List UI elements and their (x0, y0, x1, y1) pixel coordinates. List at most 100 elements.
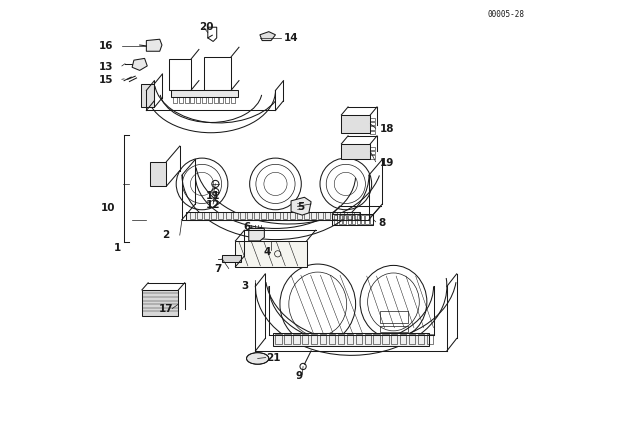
Bar (400, 334, 406, 344)
Bar (373, 334, 380, 344)
Bar (261, 212, 266, 219)
Text: 13: 13 (99, 62, 113, 72)
Text: 18: 18 (380, 124, 394, 134)
Text: 9: 9 (296, 371, 303, 381)
Bar (340, 212, 344, 219)
Bar (273, 333, 429, 345)
Bar (380, 326, 408, 332)
Text: 11: 11 (206, 191, 221, 201)
Bar (222, 255, 241, 262)
Bar (371, 146, 375, 150)
Text: 6: 6 (243, 222, 251, 232)
Bar (204, 212, 209, 219)
Bar (142, 290, 179, 316)
Text: 00005-28: 00005-28 (488, 10, 525, 19)
Ellipse shape (246, 353, 269, 364)
Text: 1: 1 (114, 243, 121, 254)
Bar (371, 122, 375, 125)
Text: 8: 8 (378, 218, 385, 228)
Bar (236, 241, 307, 267)
Bar (179, 97, 183, 103)
Bar (348, 215, 351, 224)
Text: 14: 14 (284, 33, 298, 43)
Bar (347, 334, 353, 344)
Text: 12: 12 (206, 200, 221, 210)
Bar (356, 215, 360, 224)
Text: 17: 17 (159, 305, 173, 314)
Bar (361, 215, 364, 224)
Bar (318, 212, 323, 219)
Bar (211, 212, 216, 219)
Bar (332, 214, 373, 225)
Bar (275, 212, 280, 219)
Bar (311, 212, 316, 219)
Bar (208, 97, 212, 103)
Bar (334, 215, 337, 224)
Bar (173, 97, 177, 103)
Bar (343, 215, 346, 224)
Text: 5: 5 (297, 202, 304, 212)
Bar (380, 311, 408, 323)
Polygon shape (150, 162, 166, 186)
Bar (284, 334, 291, 344)
Bar (171, 90, 237, 97)
Bar (418, 334, 424, 344)
Bar (226, 212, 230, 219)
Bar (202, 97, 206, 103)
Text: 4: 4 (264, 246, 271, 257)
Bar (290, 212, 294, 219)
Text: 7: 7 (214, 264, 221, 275)
Polygon shape (341, 144, 371, 159)
Bar (332, 212, 337, 219)
Text: 19: 19 (380, 158, 394, 168)
Bar (371, 155, 375, 159)
Bar (225, 97, 229, 103)
Bar (371, 131, 375, 134)
Bar (247, 212, 252, 219)
Bar (347, 212, 351, 219)
Bar (302, 334, 308, 344)
Bar (352, 215, 355, 224)
Bar (371, 126, 375, 129)
Bar (268, 212, 273, 219)
Bar (185, 97, 189, 103)
Polygon shape (341, 115, 371, 133)
Bar (339, 215, 342, 224)
Bar (320, 334, 326, 344)
Text: 21: 21 (267, 353, 281, 363)
Polygon shape (132, 58, 147, 70)
Bar (218, 212, 223, 219)
Bar (365, 334, 371, 344)
Bar (382, 334, 388, 344)
Bar (233, 212, 237, 219)
Bar (365, 215, 369, 224)
Bar (283, 212, 287, 219)
Bar (371, 117, 375, 121)
Text: 10: 10 (100, 203, 115, 213)
Bar (311, 334, 317, 344)
Polygon shape (141, 84, 154, 108)
Bar (293, 334, 300, 344)
Bar (304, 212, 309, 219)
Text: 15: 15 (99, 75, 113, 85)
Bar (427, 334, 433, 344)
Polygon shape (147, 39, 162, 51)
Bar (214, 97, 218, 103)
Bar (275, 334, 282, 344)
Bar (371, 151, 375, 154)
Text: 3: 3 (241, 281, 248, 291)
Bar (231, 97, 235, 103)
Polygon shape (260, 32, 275, 41)
Text: 16: 16 (99, 41, 113, 51)
Bar (190, 212, 195, 219)
Bar (329, 334, 335, 344)
Bar (254, 212, 259, 219)
Polygon shape (249, 228, 264, 241)
Polygon shape (291, 197, 311, 215)
Bar (409, 334, 415, 344)
Bar (191, 97, 195, 103)
Bar (220, 97, 223, 103)
Bar (297, 212, 301, 219)
Bar (240, 212, 244, 219)
Bar (370, 215, 373, 224)
